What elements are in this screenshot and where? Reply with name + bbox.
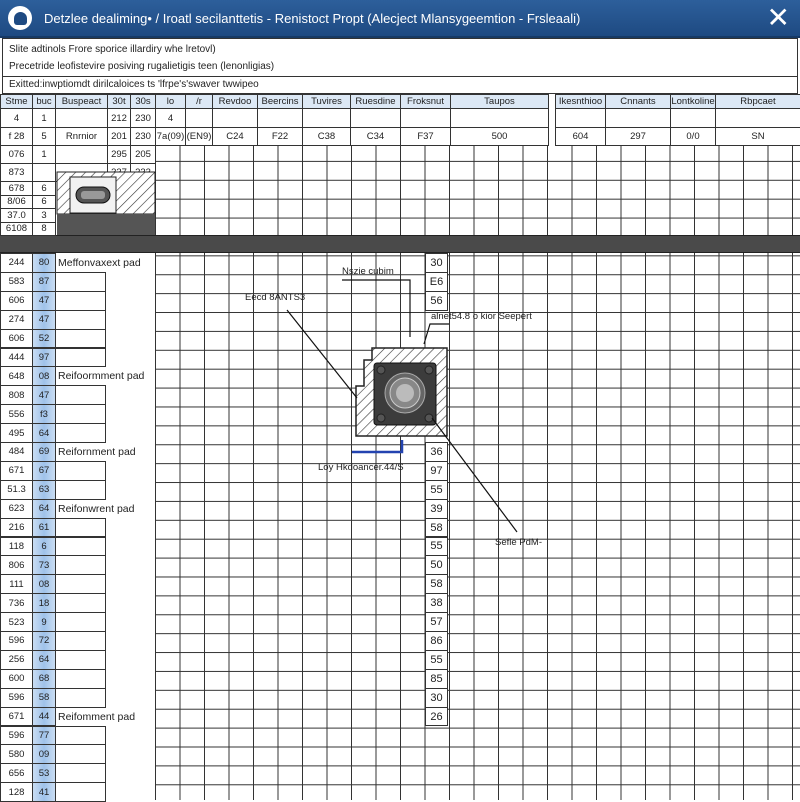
row-empty-cell <box>55 687 106 708</box>
right-value-cell: 55 <box>425 479 448 500</box>
blue-leader <box>352 440 404 454</box>
right-value-cell: 55 <box>425 536 448 557</box>
row-label-cell: Meffonvaxext pad <box>58 256 141 269</box>
right-value-cell: 58 <box>425 517 448 538</box>
right-value-cell: 26 <box>425 706 448 727</box>
table-cell: 6108 <box>0 221 33 236</box>
right-value-cell: 56 <box>425 290 448 311</box>
right-value-cell: 38 <box>425 593 448 614</box>
section-divider-bar <box>0 235 800 253</box>
table-cell: (EN9) <box>185 127 213 146</box>
app-logo-icon <box>8 6 32 30</box>
info-line-3: Exitted:inwptiomdt dirilcaloices ts 'lfr… <box>2 77 798 94</box>
leader-lines <box>286 279 518 533</box>
table-cell: C34 <box>350 127 401 146</box>
pad-detail <box>355 347 448 437</box>
annotation-left: Eecd 8ANTS3 <box>245 292 306 303</box>
right-value-cell: 30 <box>425 253 448 273</box>
drawing-grid <box>155 145 800 800</box>
right-value-cell: 57 <box>425 612 448 632</box>
row-label-cell: Reifornment pad <box>58 445 136 458</box>
row-value-cell: 69 <box>32 442 56 462</box>
annotation-top: Nszie cubim <box>342 266 394 277</box>
table-cell: SN <box>715 127 800 146</box>
close-icon[interactable]: ✕ <box>766 2 790 33</box>
table-cell: 500 <box>450 127 549 146</box>
row-label-cell: Reifoormment pad <box>58 370 145 383</box>
right-value-cell: 50 <box>425 555 448 576</box>
info-box: Slite adtinols Frore sporice illardiry w… <box>2 38 798 77</box>
annotation-bottom: Loy Hkdoancer.44/S <box>318 462 404 473</box>
row-empty-cell <box>55 347 106 368</box>
row-label-cell: Reifonwrent pad <box>58 502 135 515</box>
info-line-1: Slite adtinols Frore sporice illardiry w… <box>9 44 216 55</box>
title-bar: Detzlee dealiming• / Iroatl secilantteti… <box>0 0 800 38</box>
right-value-cell: 55 <box>425 649 448 670</box>
table-cell: 7a(09) <box>155 127 186 146</box>
table-cell: F37 <box>400 127 451 146</box>
row-empty-cell <box>55 479 106 500</box>
small-section-detail <box>56 171 156 235</box>
window-title: Detzlee dealiming• / Iroatl secilantteti… <box>44 10 581 26</box>
info-line-2: Precetride leofistevire posiving rugalie… <box>9 61 275 72</box>
annotation-right: alnet54.8 o kior Seepert <box>431 311 532 322</box>
row-label-cell: Reifomment pad <box>58 710 136 723</box>
table-cell: 8 <box>32 221 56 236</box>
annotation-lower-right: Sefle PdM- <box>495 537 542 548</box>
row-empty-cell <box>55 423 106 443</box>
